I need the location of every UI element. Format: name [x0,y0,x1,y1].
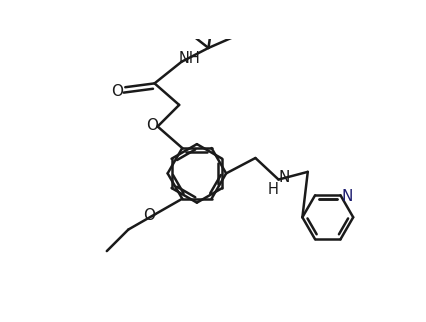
Text: H: H [267,182,278,197]
Text: NH: NH [178,51,200,66]
Text: O: O [146,118,158,133]
Text: N: N [278,170,289,185]
Text: O: O [143,208,155,223]
Text: O: O [111,84,123,99]
Text: N: N [341,189,352,204]
